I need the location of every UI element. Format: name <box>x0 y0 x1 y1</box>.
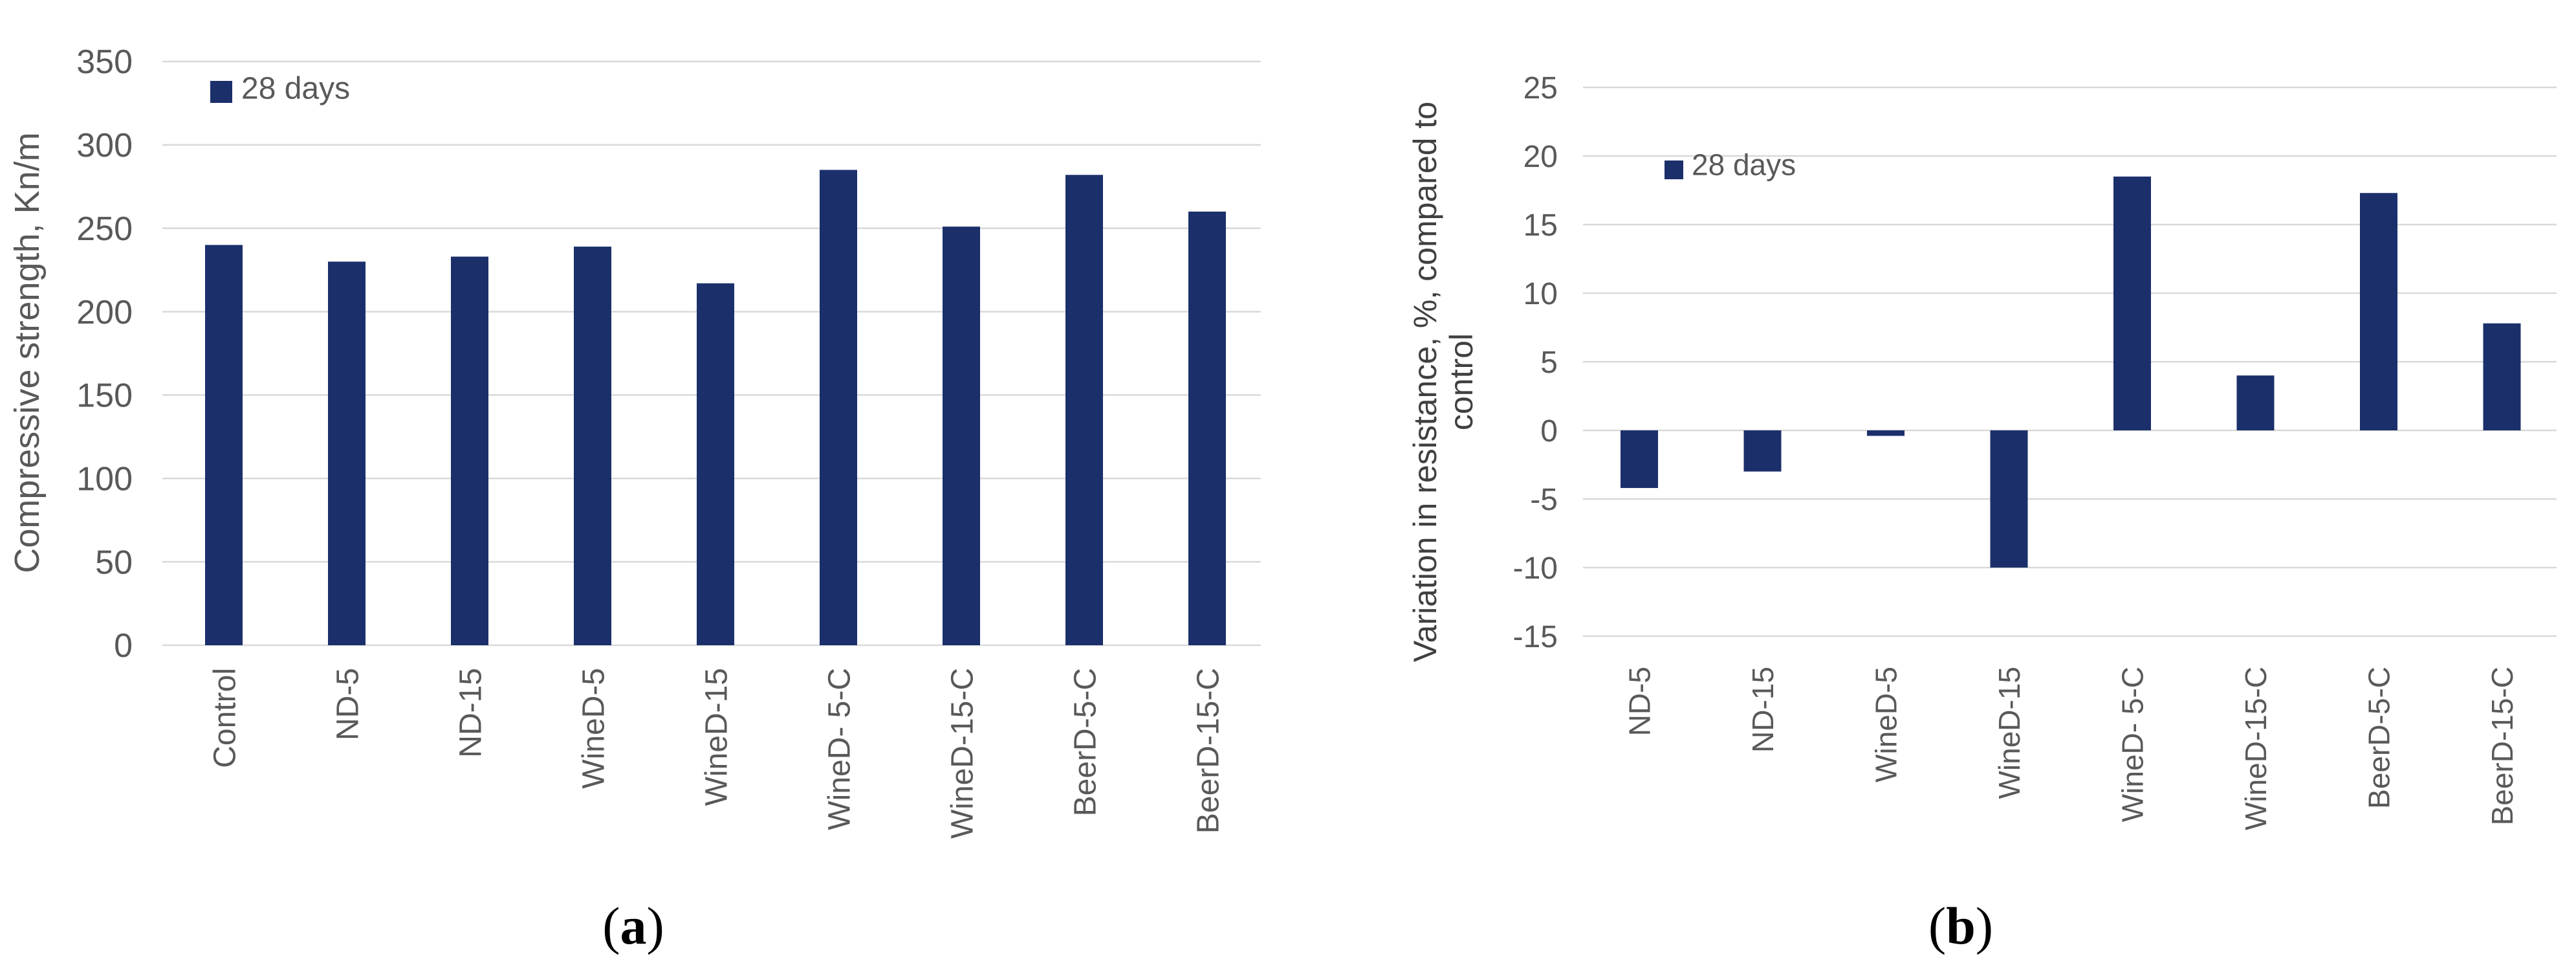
x-category-label: WineD-5 <box>1870 667 1903 782</box>
x-category-label: BeerD-5-C <box>2363 667 2396 809</box>
legend: 28 days <box>210 71 350 105</box>
y-tick-label: 25 <box>1523 71 1558 105</box>
y-tick-label: 350 <box>76 43 133 81</box>
bar-WineD-15 <box>1990 430 2028 568</box>
panel-caption: (b) <box>1928 896 1993 955</box>
bar-BeerD-15-C <box>2483 323 2521 430</box>
x-category-label: WineD-15 <box>699 668 734 806</box>
y-axis-title: Compressive strength, Kn/m <box>8 132 47 573</box>
y-tick-label: -10 <box>1513 551 1558 586</box>
y-tick-label: 150 <box>76 377 133 415</box>
y-axis-title: Variation in resistance, %, compared to <box>1407 102 1443 662</box>
legend-label: 28 days <box>1692 148 1796 182</box>
legend-swatch-icon <box>210 81 232 103</box>
x-category-label: WineD-15-C <box>2239 667 2273 830</box>
x-category-label: WineD-15-C <box>945 668 979 839</box>
y-tick-label: 50 <box>95 544 133 581</box>
y-tick-label: 0 <box>1540 414 1558 448</box>
x-category-label: BeerD-5-C <box>1068 668 1102 816</box>
x-category-label: ND-15 <box>453 668 488 758</box>
x-category-label: ND-5 <box>1623 667 1657 736</box>
bar-WineD-5 <box>574 247 611 645</box>
y-tick-label: 100 <box>76 460 133 498</box>
bar-BeerD-15-C <box>1188 211 1226 645</box>
y-tick-label: 15 <box>1523 208 1558 243</box>
y-tick-label: 200 <box>76 294 133 331</box>
y-tick-label: 20 <box>1523 140 1558 174</box>
bar-WineD-5 <box>1867 430 1905 436</box>
bar-WineD-5-C <box>2113 176 2151 430</box>
bar-WineD-5-C <box>820 170 857 645</box>
panel-a-chart: 350 300 250 200 150 100 50 0 Control ND-5 ND-15 Win… <box>8 43 1261 955</box>
x-category-label: BeerD-15-C <box>1191 668 1225 834</box>
x-category-label: WineD-5 <box>576 668 611 789</box>
x-category-label: BeerD-15-C <box>2485 667 2519 825</box>
bar-ND-5 <box>1621 430 1658 489</box>
bar-ND-15 <box>451 256 488 645</box>
y-tick-label: 300 <box>76 127 133 164</box>
legend-swatch-icon <box>1665 160 1683 179</box>
x-category-label: WineD- 5-C <box>2116 667 2150 822</box>
legend-label: 28 days <box>241 71 350 105</box>
y-tick-label: 5 <box>1540 346 1558 380</box>
x-category-label: ND-15 <box>1746 667 1780 753</box>
bar-BeerD-5-C <box>1065 175 1103 645</box>
legend: 28 days <box>1665 148 1796 182</box>
bar-ND-15 <box>1743 430 1782 472</box>
y-axis-title: control <box>1443 333 1479 430</box>
bar-ND-5 <box>328 261 366 645</box>
bar-BeerD-5-C <box>2360 193 2397 430</box>
x-category-label: ND-5 <box>331 668 365 740</box>
panel-caption: (a) <box>602 896 664 955</box>
y-tick-label: -5 <box>1530 483 1558 517</box>
x-category-label: WineD- 5-C <box>822 668 857 830</box>
y-tick-label: -15 <box>1513 620 1558 654</box>
bar-WineD-15-C <box>943 227 980 645</box>
x-category-label: WineD-15 <box>1992 667 2026 799</box>
bar-WineD-15-C <box>2236 375 2275 430</box>
y-tick-label: 0 <box>114 627 133 665</box>
y-tick-label: 250 <box>76 210 133 248</box>
x-category-label: Control <box>208 668 242 768</box>
y-tick-label: 10 <box>1523 277 1558 311</box>
bar-WineD-15 <box>697 283 734 645</box>
bar-Control <box>205 245 243 645</box>
panel-b-chart: 25 20 15 10 5 0 -5 -10 -15 ND-5 ND-15 WineD-5 WineD-… <box>1407 71 2557 955</box>
